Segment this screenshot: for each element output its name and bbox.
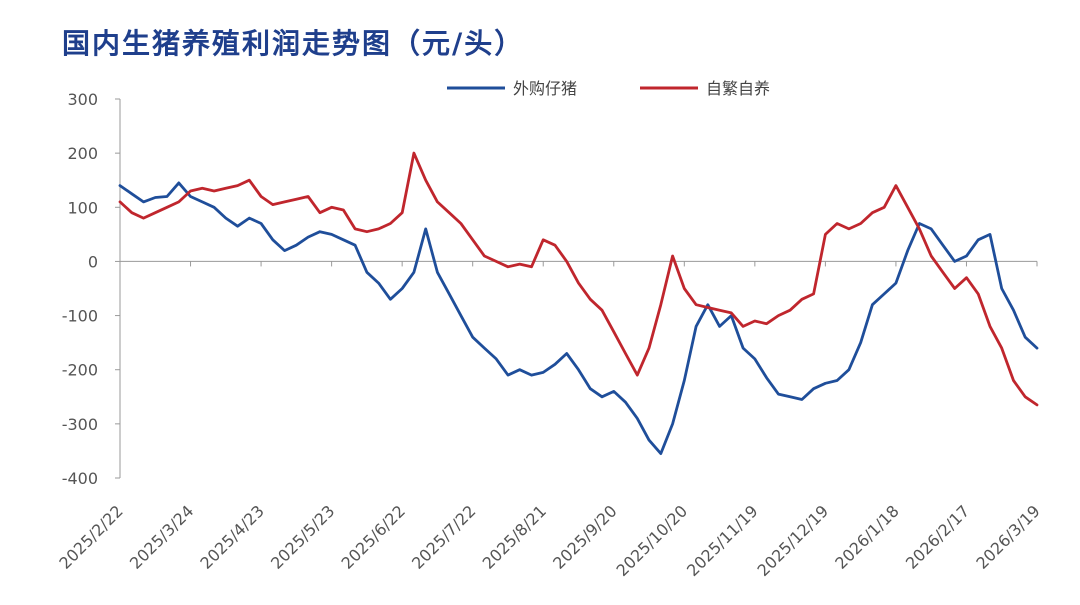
y-tick-label: -200	[62, 361, 98, 380]
x-tick-label: 2025/8/21	[479, 501, 550, 572]
y-tick-label: -400	[62, 469, 98, 488]
y-tick-label: -300	[62, 415, 98, 434]
legend-label-1: 外购仔猪	[513, 79, 577, 98]
x-tick-label: 2025/4/23	[196, 501, 267, 572]
chart-title: 国内生猪养殖利润走势图（元/头）	[62, 27, 525, 60]
y-tick-label: 100	[67, 198, 98, 217]
x-tick-label: 2026/3/19	[972, 501, 1043, 572]
x-tick-label: 2025/7/22	[408, 501, 479, 572]
y-tick-label: 200	[67, 144, 98, 163]
x-tick-label: 2026/1/18	[831, 501, 902, 572]
chart-legend: 外购仔猪 自繁自养	[447, 79, 770, 98]
x-tick-label: 2025/3/24	[126, 501, 197, 572]
x-tick-label: 2025/9/20	[549, 501, 620, 572]
x-tick-label: 2025/5/23	[267, 501, 338, 572]
y-tick-label: 300	[67, 90, 98, 109]
y-tick-label: 0	[88, 252, 98, 271]
series-line-1	[118, 181, 1039, 456]
x-tick-label: 2026/2/17	[902, 501, 973, 572]
x-tick-label: 2025/12/19	[754, 501, 833, 580]
x-tick-label: 2025/6/22	[338, 501, 409, 572]
x-tick-label: 2025/11/19	[683, 501, 762, 580]
y-tick-label: -100	[62, 307, 98, 326]
x-tick-label: 2025/10/20	[612, 501, 691, 580]
x-tick-label: 2025/2/22	[55, 501, 126, 572]
legend-label-2: 自繁自养	[706, 79, 770, 98]
series-line-2	[118, 151, 1039, 407]
chart-series	[118, 151, 1039, 456]
